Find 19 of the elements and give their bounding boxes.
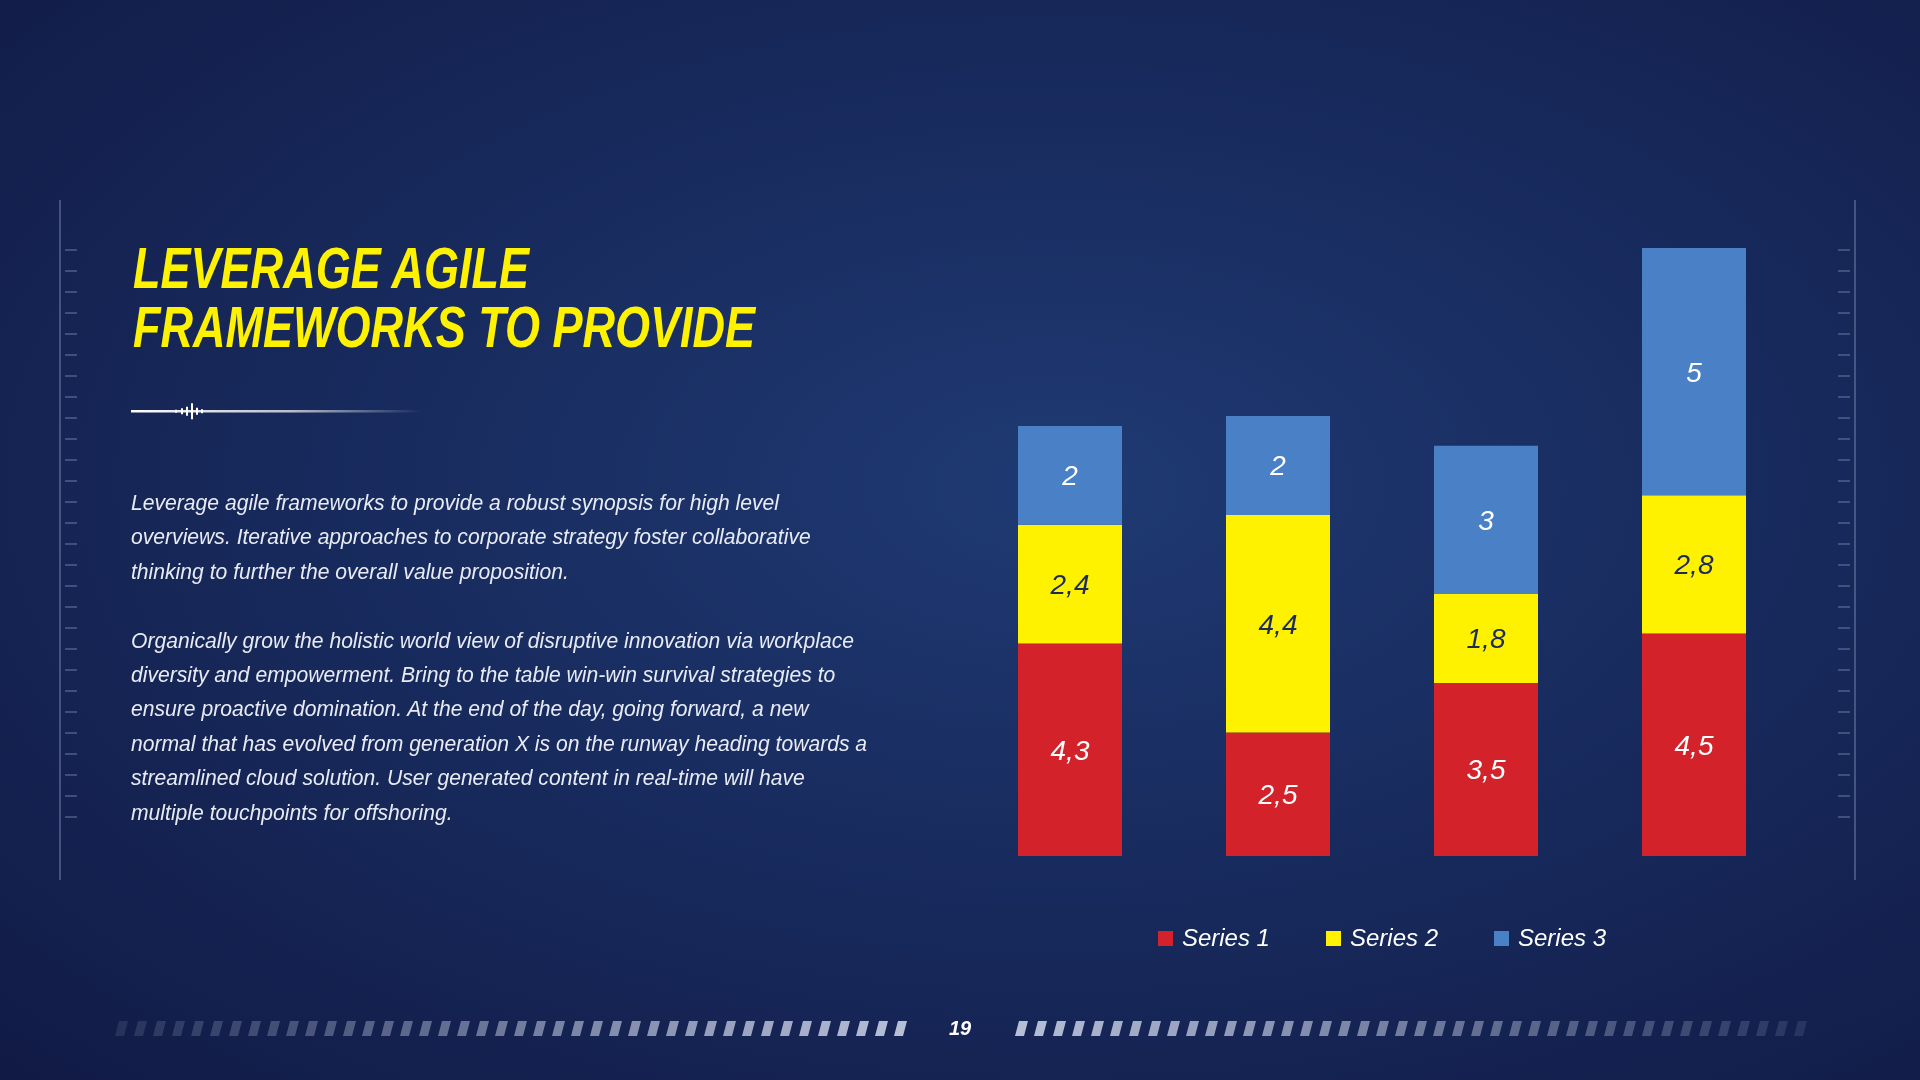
data-label: 4,5 <box>1674 729 1714 761</box>
data-label: 2,4 <box>1049 569 1090 601</box>
data-label: 3 <box>1478 504 1495 536</box>
data-label: 2 <box>1269 450 1287 482</box>
legend-label: Series 2 <box>1349 924 1439 951</box>
data-label: 1,8 <box>1466 623 1506 655</box>
text: 19 <box>948 1017 972 1039</box>
legend-label: Series 3 <box>1518 924 1607 951</box>
data-label: 2,8 <box>1673 549 1714 581</box>
data-label: 4,3 <box>1050 734 1090 766</box>
text: LEVERAGE AGILE FRAMEWORKS TO PROVIDE <box>133 236 756 359</box>
data-label: 4,4 <box>1258 608 1298 640</box>
data-label: 5 <box>1686 356 1703 388</box>
data-label: 2 <box>1061 460 1079 492</box>
text: Organically grow the holistic world view of disruptive innovation via workplace diversity and empowerment. Bring to the table win-win survival strategies to ensure proactive domination. At the end of the day, going forward, a new normal that has evolved from generation X is on the runway heading towards a streamlined cloud solution. User generated content in real-time will have multiple touchpoints for offshoring. <box>131 627 868 825</box>
data-label: 3,5 <box>1466 754 1506 786</box>
text: Leverage agile frameworks to provide a robust synopsis for high level overviews. Iterative approaches to corporate strategy foster collaborative thinking to further the overall value proposition. <box>131 490 811 584</box>
data-label: 2,5 <box>1257 779 1298 811</box>
legend-label: Series 1 <box>1181 924 1270 951</box>
